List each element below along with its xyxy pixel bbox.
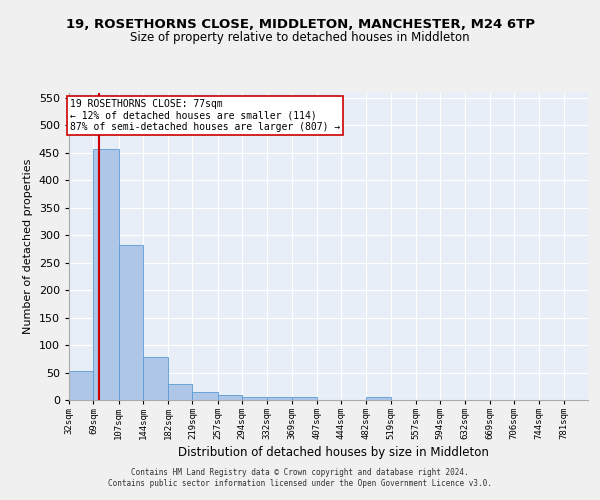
Text: Distribution of detached houses by size in Middleton: Distribution of detached houses by size …: [178, 446, 488, 459]
Y-axis label: Number of detached properties: Number of detached properties: [23, 158, 33, 334]
Bar: [94, 148, 119, 400]
Bar: [193, 392, 218, 400]
Bar: [292, 396, 317, 400]
Bar: [119, 244, 143, 400]
Bar: [242, 398, 267, 400]
Text: 19 ROSETHORNS CLOSE: 77sqm
← 12% of detached houses are smaller (114)
87% of sem: 19 ROSETHORNS CLOSE: 77sqm ← 12% of deta…: [70, 99, 341, 132]
Bar: [168, 384, 193, 400]
Text: Size of property relative to detached houses in Middleton: Size of property relative to detached ho…: [130, 31, 470, 44]
Text: Contains HM Land Registry data © Crown copyright and database right 2024.
Contai: Contains HM Land Registry data © Crown c…: [108, 468, 492, 487]
Text: 19, ROSETHORNS CLOSE, MIDDLETON, MANCHESTER, M24 6TP: 19, ROSETHORNS CLOSE, MIDDLETON, MANCHES…: [65, 18, 535, 30]
Bar: [69, 371, 94, 400]
Bar: [143, 357, 168, 400]
Bar: [366, 398, 391, 400]
Bar: [218, 394, 242, 400]
Bar: [267, 398, 292, 400]
